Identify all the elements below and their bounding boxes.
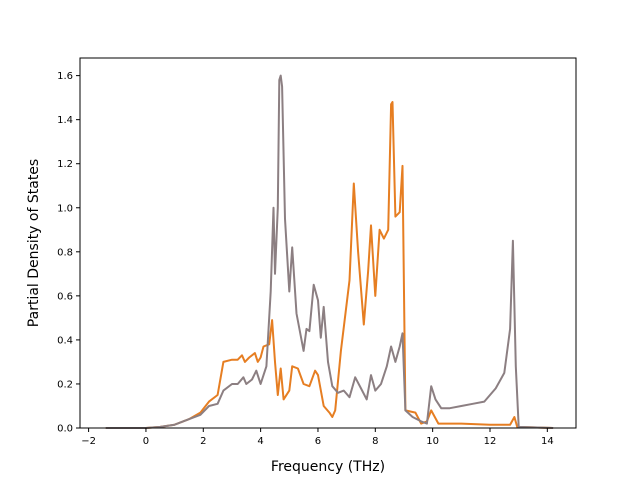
x-tick-label: 12 <box>484 436 497 447</box>
x-tick-label: 10 <box>426 436 439 447</box>
series-line-1 <box>105 101 554 429</box>
y-tick-label: 1.4 <box>57 115 73 126</box>
x-tick-label: 14 <box>541 436 554 447</box>
plot-frame <box>79 57 577 429</box>
y-axis-ticks: 0.0 0.2 0.4 0.6 0.8 1.0 1.2 1.4 1.6 <box>57 71 80 435</box>
x-tick-label: −2 <box>81 436 96 447</box>
y-tick-label: 0.6 <box>57 291 73 302</box>
x-tick-label: 2 <box>200 436 206 447</box>
x-tick-label: 4 <box>257 436 263 447</box>
y-tick-label: 0.0 <box>57 424 73 435</box>
y-tick-label: 1.6 <box>57 71 73 82</box>
y-tick-label: 0.8 <box>57 247 73 258</box>
y-axis-title: Partial Density of States <box>26 159 42 327</box>
x-axis-ticks: −2 0 2 4 6 8 10 12 14 <box>81 428 554 447</box>
series-layer <box>105 74 554 429</box>
series-line-2 <box>105 74 554 429</box>
y-tick-label: 1.2 <box>57 159 73 170</box>
y-tick-label: 1.0 <box>57 203 73 214</box>
x-tick-label: 6 <box>315 436 321 447</box>
x-tick-label: 8 <box>372 436 378 447</box>
y-tick-label: 0.2 <box>57 379 73 390</box>
x-axis-title: Frequency (THz) <box>271 459 385 475</box>
x-tick-label: 0 <box>143 436 149 447</box>
y-tick-label: 0.4 <box>57 335 73 346</box>
